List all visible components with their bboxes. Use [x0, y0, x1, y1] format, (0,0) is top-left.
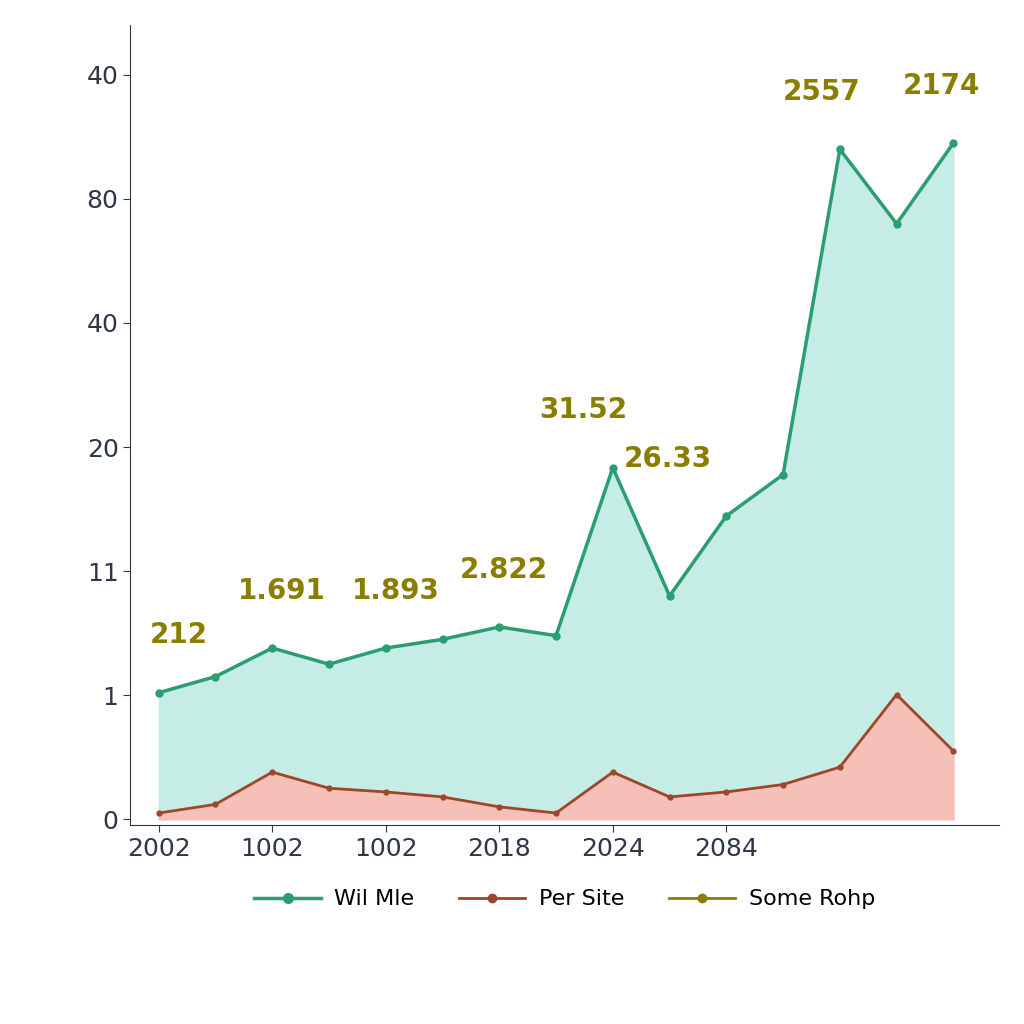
Per Site	[947, 744, 959, 757]
Wil Mle	[606, 462, 618, 474]
Wil Mle	[720, 510, 732, 522]
Wil Mle	[494, 621, 506, 633]
Text: 1.893: 1.893	[351, 577, 439, 604]
Text: 1.691: 1.691	[239, 577, 326, 604]
Per Site	[266, 766, 279, 778]
Per Site	[891, 688, 903, 700]
Text: 2174: 2174	[902, 72, 980, 99]
Wil Mle	[947, 137, 959, 150]
Per Site	[209, 799, 221, 811]
Wil Mle	[436, 633, 449, 645]
Per Site	[550, 807, 562, 819]
Per Site	[494, 801, 506, 813]
Per Site	[380, 785, 392, 798]
Per Site	[606, 766, 618, 778]
Per Site	[777, 778, 790, 791]
Wil Mle	[209, 671, 221, 683]
Per Site	[153, 807, 165, 819]
Per Site	[720, 785, 732, 798]
Per Site	[436, 791, 449, 803]
Wil Mle	[550, 630, 562, 642]
Text: 2.822: 2.822	[460, 556, 548, 584]
Wil Mle	[777, 469, 790, 481]
Wil Mle	[266, 642, 279, 654]
Wil Mle	[834, 143, 846, 156]
Per Site	[664, 791, 676, 803]
Wil Mle	[323, 658, 335, 671]
Text: 2557: 2557	[783, 78, 861, 105]
Text: 31.52: 31.52	[539, 396, 627, 424]
Wil Mle	[153, 686, 165, 698]
Line: Wil Mle: Wil Mle	[156, 139, 956, 696]
Wil Mle	[664, 590, 676, 602]
Legend: Wil Mle, Per Site, Some Rohp: Wil Mle, Per Site, Some Rohp	[246, 881, 884, 919]
Text: 212: 212	[151, 622, 208, 649]
Wil Mle	[891, 217, 903, 229]
Line: Per Site: Per Site	[157, 692, 955, 815]
Wil Mle	[380, 642, 392, 654]
Text: 26.33: 26.33	[625, 444, 713, 472]
Per Site	[834, 761, 846, 773]
Per Site	[323, 782, 335, 795]
